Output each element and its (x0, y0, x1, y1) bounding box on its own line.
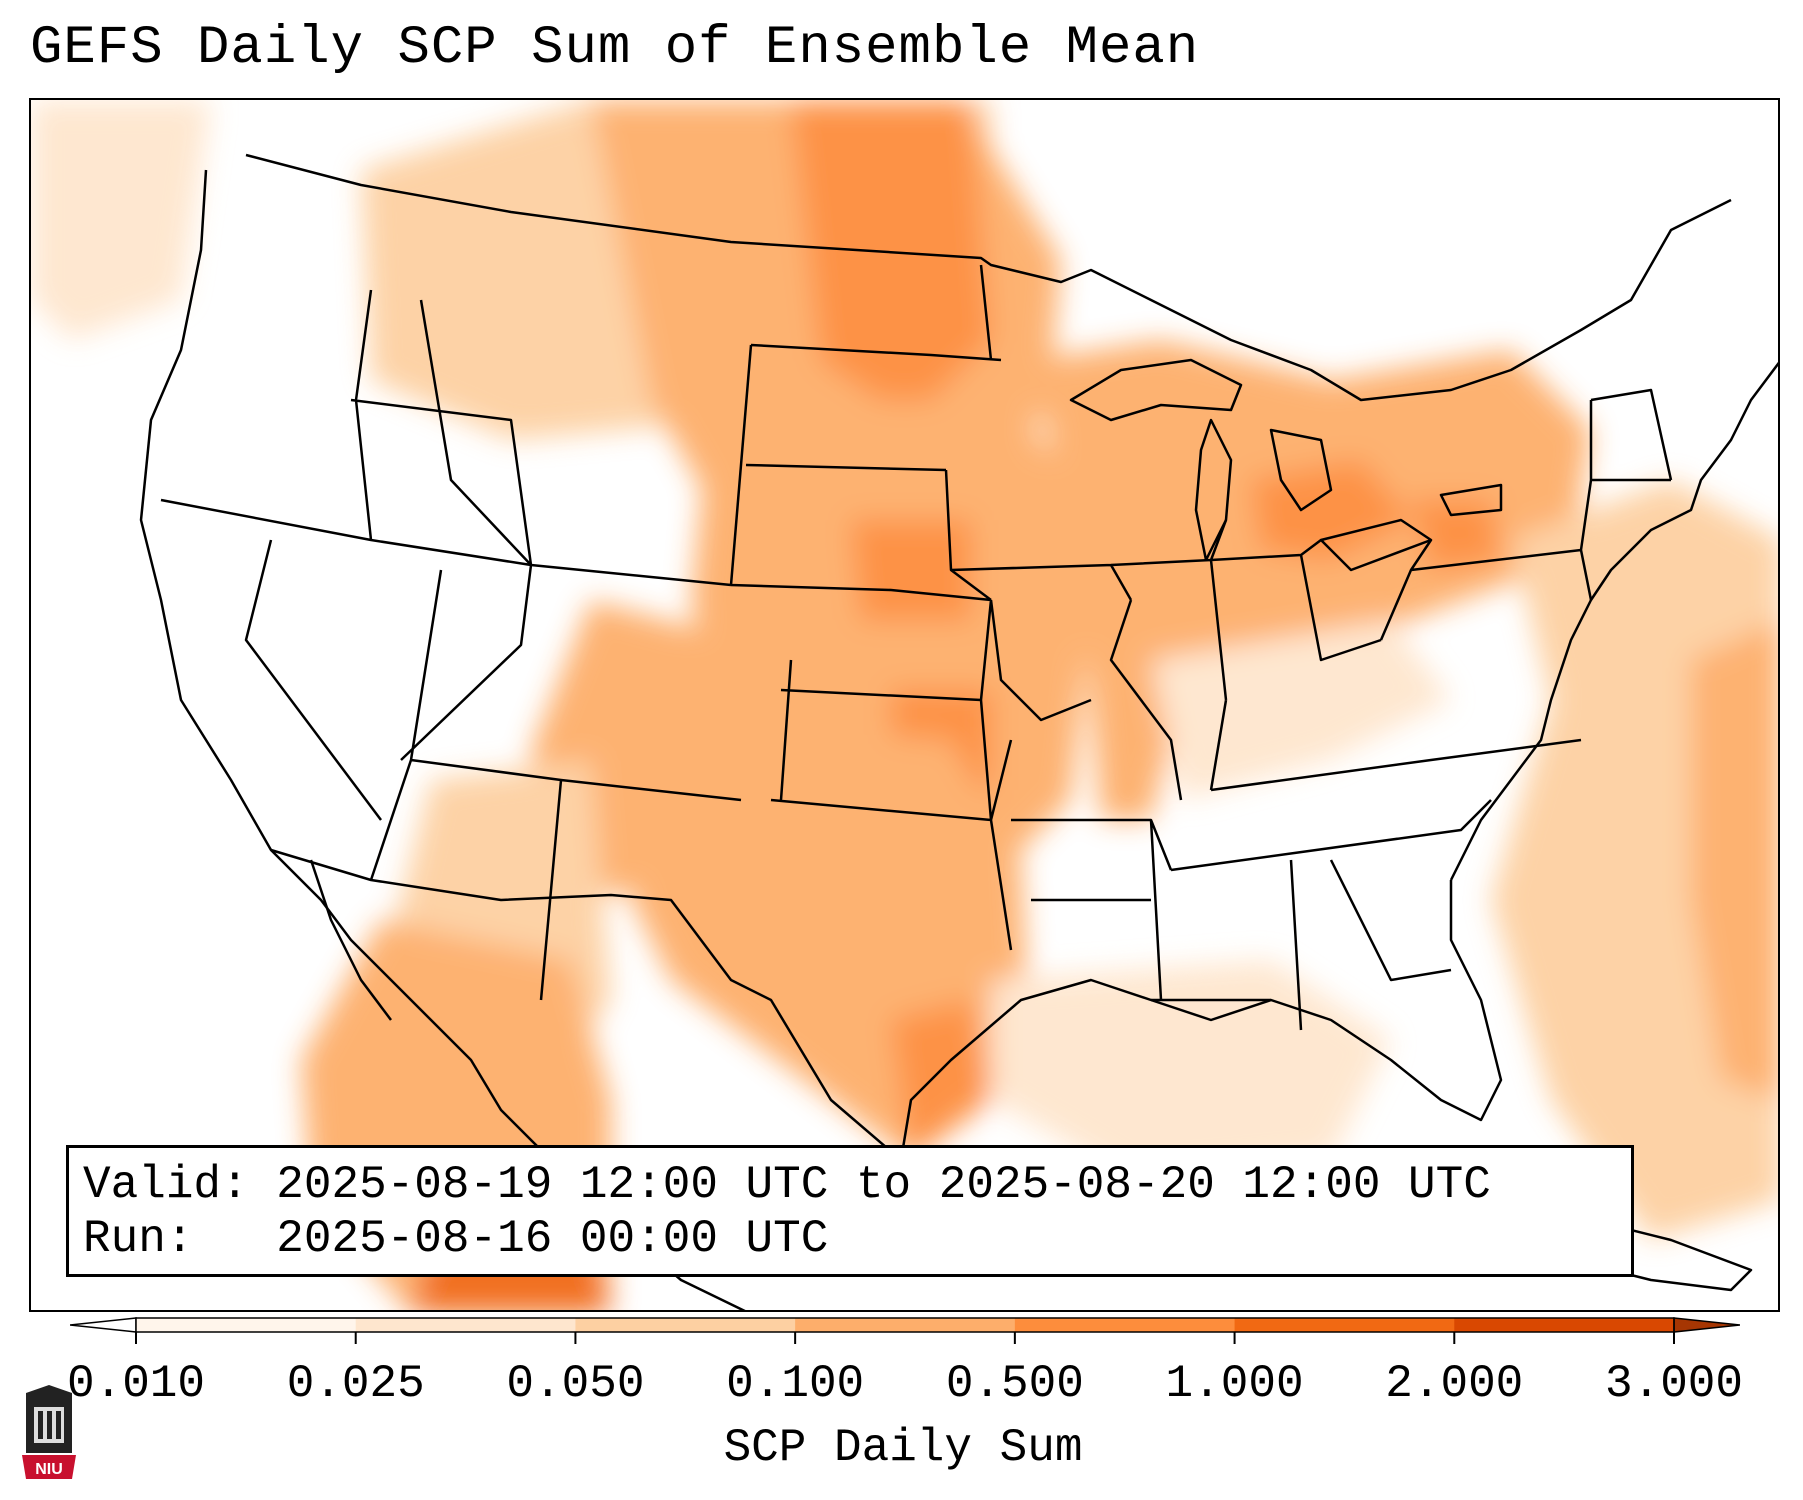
baja (309, 859, 392, 1021)
run-label: Run: (83, 1213, 194, 1265)
colorbar-segment (575, 1318, 796, 1332)
lake-ontario (1439, 483, 1503, 517)
scp-low-gulf (991, 960, 1391, 1180)
niu-logo: NIU (22, 1385, 76, 1479)
scp-high-penn (1411, 500, 1501, 570)
scp-high-dakota (791, 100, 991, 420)
lake-superior (1069, 358, 1243, 422)
svg-text:NIU: NIU (35, 1461, 63, 1478)
scp-field (31, 100, 1778, 1310)
colorbar (70, 1317, 1740, 1344)
colorbar-segment (1234, 1318, 1455, 1332)
lake-huron (1269, 428, 1333, 512)
valid-run-info-box: Valid: 2025-08-19 12:00 UTC to 2025-08-2… (66, 1145, 1634, 1277)
colorbar-tick-label: 0.010 (66, 1358, 206, 1410)
colorbar-extend-low (70, 1317, 137, 1333)
atlantic-coast (1449, 361, 1778, 881)
run-value: 2025-08-16 00:00 UTC (276, 1213, 829, 1265)
colorbar-segment (795, 1318, 1016, 1332)
scp-low-ohio (1151, 620, 1451, 800)
map-title: GEFS Daily SCP Sum of Ensemble Mean (30, 18, 1200, 79)
valid-label: Valid: (83, 1159, 249, 1211)
run-row: Run: 2025-08-16 00:00 UTC (83, 1212, 1617, 1266)
scp-high-great-lakes (1251, 460, 1411, 560)
valid-value: 2025-08-19 12:00 UTC to 2025-08-20 12:00… (276, 1159, 1491, 1211)
colorbar-label: SCP Daily Sum (723, 1422, 1083, 1474)
map-panel[interactable] (29, 98, 1780, 1312)
colorbar-tick-label: 0.025 (286, 1358, 425, 1410)
colorbar-tick-label: 0.500 (945, 1358, 1084, 1410)
map-svg (31, 100, 1778, 1310)
colorbar-tick-label: 2.000 (1385, 1358, 1524, 1410)
colorbar-segment (1014, 1318, 1236, 1332)
mexico-border (270, 848, 902, 1161)
colorbar-segment (1454, 1318, 1675, 1332)
colorbar-tick-label: 0.050 (506, 1358, 645, 1410)
colorbar-extend-high (1673, 1317, 1740, 1333)
scp-high-texas-coast (891, 1000, 991, 1160)
colorbar-tick-label: 0.100 (726, 1358, 865, 1410)
colorbar-tick-label: 1.000 (1165, 1358, 1304, 1410)
colorbar-tick-label: 3.000 (1604, 1358, 1744, 1410)
scp-mid-atlantic (1691, 621, 1778, 1099)
state-lines (160, 264, 1673, 1031)
canada-border (245, 153, 1732, 402)
colorbar-segment (355, 1318, 576, 1332)
colorbar-outline (135, 1317, 1675, 1333)
scp-low-west (31, 100, 211, 340)
valid-row: Valid: 2025-08-19 12:00 UTC to 2025-08-2… (83, 1158, 1617, 1212)
colorbar-segment (136, 1318, 357, 1332)
